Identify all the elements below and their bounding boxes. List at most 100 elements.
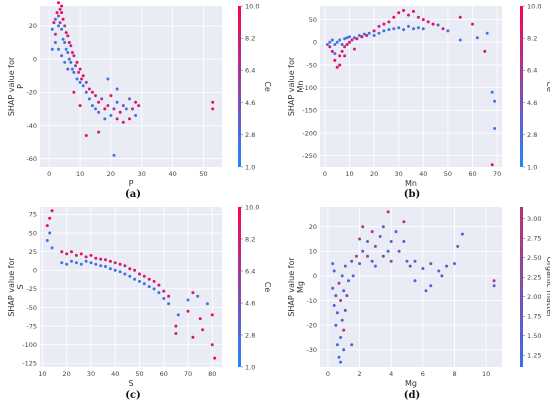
scatter-point [355,37,359,41]
scatter-point [339,336,343,339]
scatter-point [458,38,462,42]
scatter-point [109,94,113,98]
scatter-point [424,289,428,293]
scatter-point [60,4,64,8]
x-tick-label: 30 [87,370,95,378]
scatter-point [138,279,141,283]
scatter-point [63,41,67,44]
scatter-point [330,38,334,42]
scatter-point [55,11,59,15]
scatter-point [339,360,343,364]
scatter-point [348,35,351,39]
scatter-point [352,47,356,51]
scatter-point [413,259,417,263]
scatter-point [84,80,88,84]
scatter-point [331,286,335,290]
scatter-point [128,267,132,271]
scatter-point [66,34,70,38]
scatter-point [176,313,180,317]
scatter-point [84,134,88,137]
scatter-point [429,284,433,288]
scatter-point [74,253,78,257]
colorbar-tick-label: 10.0 [527,2,541,10]
colorbar-tick-label: 1.25 [527,352,541,360]
x-tick-label: 60 [468,170,476,178]
colorbar-tick-label: 8.2 [245,35,255,43]
colorbar-tick-label: 10.0 [245,203,259,211]
scatter-point [87,97,91,101]
scatter-point [134,114,138,117]
colorbar-b [520,6,523,167]
x-tick-label: 30 [138,170,146,178]
x-tick-label: 20 [370,170,378,178]
y-tick-label: -75 [26,322,37,330]
y-tick-label: 0 [313,272,317,280]
scatter-point [167,294,171,298]
scatter-point [45,224,49,228]
x-tick-label: 20 [63,370,71,378]
scatter-point [343,264,347,268]
y-tick-label: -30 [306,346,317,354]
scatter-point [493,99,497,103]
scatter-point [405,259,409,263]
scatter-point [78,67,82,71]
scatter-point [186,309,190,313]
scatter-point [70,250,73,254]
scatter-point [60,250,64,254]
y-tick-label: -20 [26,89,37,97]
scatter-point [79,252,83,256]
scatter-point [343,37,347,41]
scatter-point [350,343,354,347]
scatter-point [121,120,125,124]
x-tick-label: 40 [419,170,427,178]
scatter-point [115,87,119,91]
y-axis-label-line: Mn [296,81,305,93]
scatter-point [50,47,54,51]
scatter-point [81,84,85,88]
scatter-point [58,7,62,11]
x-tick-label: 4 [389,370,393,378]
scatter-point [128,274,132,278]
scatter-point [361,249,365,253]
scatter-point [84,259,88,263]
scatter-point [106,77,110,81]
x-tick-label: 0 [323,170,327,178]
scatter-point [413,279,417,283]
scatter-point [348,40,351,44]
scatter-point [333,58,337,62]
y-tick-label: -200 [302,129,317,137]
scatter-point [99,264,103,268]
colorbar-tick-label: 2.25 [527,274,541,282]
scatter-point [211,100,215,104]
scatter-point [332,304,336,307]
scatter-point [340,43,344,46]
scatter-point [66,51,70,54]
scatter-point [358,262,362,266]
scatter-point [339,299,343,302]
scatter-point [123,272,127,276]
x-axis-label: P [129,179,134,188]
scatter-point [492,279,496,283]
scatter-point [372,34,376,37]
scatter-point [70,51,74,54]
scatter-point [97,110,101,114]
scatter-point [94,262,98,266]
x-axis-label: Mn [405,179,417,188]
scatter-point [340,318,344,322]
scatter-point [123,264,127,268]
scatter-point [493,127,497,130]
colorbar-tick-label: 10.0 [245,2,259,10]
x-tick-label: 80 [208,370,216,378]
scatter-point [108,259,112,263]
x-tick-label: 70 [493,170,501,178]
scatter-point [115,100,119,104]
scatter-point [408,264,412,268]
y-tick-label: -250 [302,152,317,160]
scatter-point [128,97,131,101]
scatter-point [372,29,376,33]
x-tick-label: 0 [326,370,330,378]
scatter-point [60,27,64,31]
x-tick-label: 10 [38,370,46,378]
scatter-point [69,44,73,48]
scatter-point [402,220,406,224]
